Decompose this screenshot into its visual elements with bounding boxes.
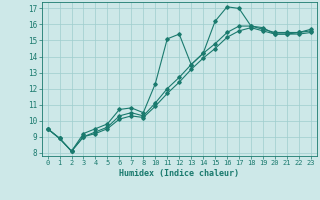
X-axis label: Humidex (Indice chaleur): Humidex (Indice chaleur) xyxy=(119,169,239,178)
